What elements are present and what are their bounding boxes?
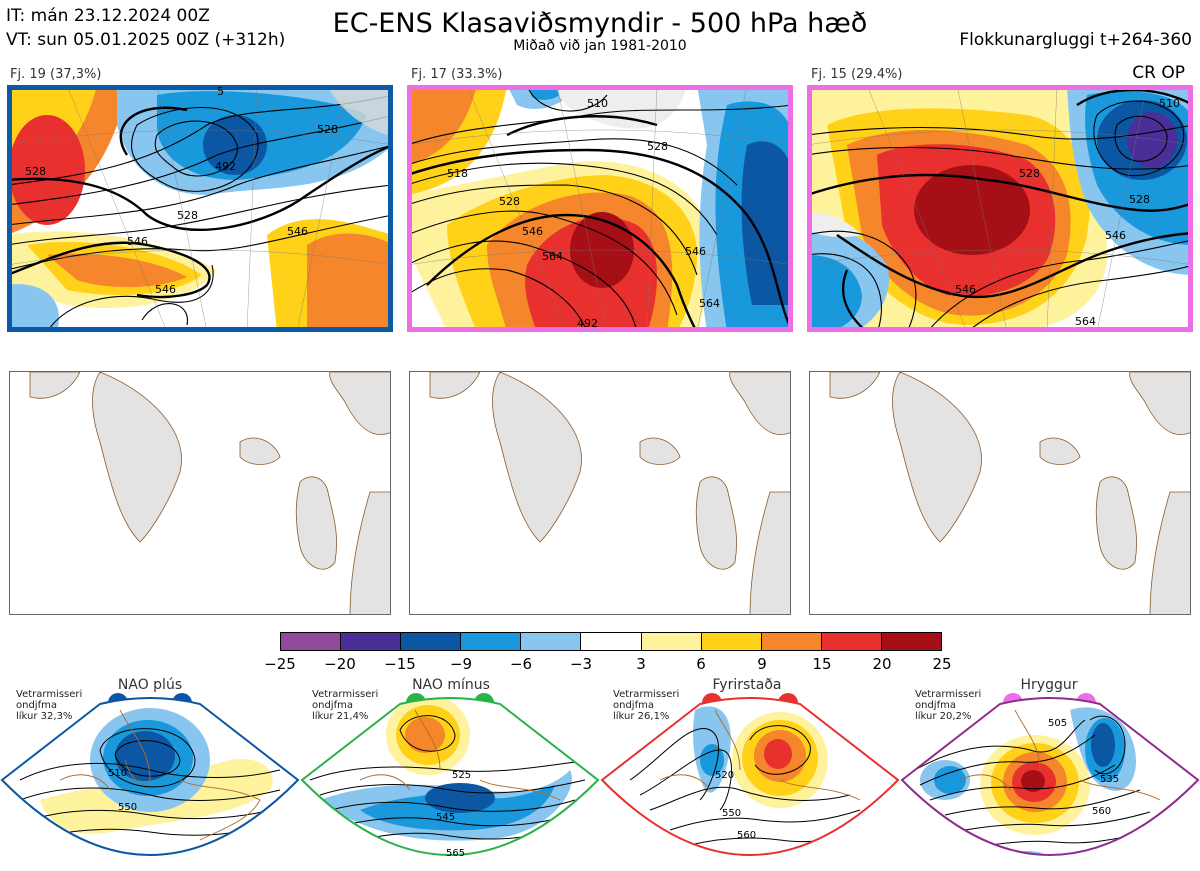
contour-label: 510 xyxy=(108,768,128,779)
cluster-2-map: 510 528 528 546 564 546 564 492 518 xyxy=(407,85,793,332)
contour-label: 545 xyxy=(436,812,456,823)
colorbar-tick: −6 xyxy=(509,655,533,673)
contour-label: 492 xyxy=(577,317,598,330)
colorbar-tick: 20 xyxy=(872,655,892,673)
contour-label: 564 xyxy=(699,297,720,310)
contour-label: 528 xyxy=(1019,167,1040,180)
colorbar-tick: 9 xyxy=(757,655,767,673)
contour-label: 518 xyxy=(447,167,468,180)
regime-stat-line: Vetrarmisseri xyxy=(312,689,379,700)
contour-label: 528 xyxy=(1129,193,1150,206)
contour-label: 528 xyxy=(499,195,520,208)
colorbar-tick: −15 xyxy=(384,655,416,673)
classification-window: Flokkunargluggi t+264-360 xyxy=(959,30,1192,50)
cluster-1-label: Fj. 19 (37,3%) xyxy=(10,67,102,82)
contour-label: 535 xyxy=(1100,774,1120,785)
regime-4-map: 505 535 560 xyxy=(900,690,1200,871)
cluster-1-map: 528 546 546 528 492 528 546 5 xyxy=(7,85,393,332)
contour-label: 546 xyxy=(155,283,176,296)
valid-time: VT: sun 05.01.2025 00Z (+312h) xyxy=(6,30,286,50)
contour-label: 5 xyxy=(217,85,224,98)
anomaly-colorbar xyxy=(280,632,942,651)
contour-label: 546 xyxy=(685,245,706,258)
control-run-label: CR OP xyxy=(1132,63,1185,83)
contour-label: 528 xyxy=(25,165,46,178)
contour-label: 525 xyxy=(452,770,472,781)
colorbar-tick: −25 xyxy=(264,655,296,673)
contour-label: 510 xyxy=(1159,97,1180,110)
regime-stat-line: Vetrarmisseri xyxy=(16,689,83,700)
contour-label: 510 xyxy=(587,97,608,110)
contour-label: 492 xyxy=(215,160,236,173)
colorbar-swatch xyxy=(581,633,642,650)
colorbar-swatch xyxy=(461,633,522,650)
contour-label: 550 xyxy=(722,808,742,819)
colorbar-tick: −9 xyxy=(449,655,473,673)
regime-stat-line: Vetrarmisseri xyxy=(915,689,982,700)
regime-stat-line: ondjfma xyxy=(915,700,956,711)
colorbar-tick: 3 xyxy=(636,655,646,673)
colorbar-swatch xyxy=(881,633,942,650)
colorbar-swatch xyxy=(401,633,462,650)
contour-label: 560 xyxy=(1092,806,1112,817)
contour-label: 546 xyxy=(1105,229,1126,242)
contour-label: 550 xyxy=(118,802,138,813)
colorbar-swatch xyxy=(281,633,342,650)
contour-label: 528 xyxy=(317,123,338,136)
regime-2-map: 525 545 565 xyxy=(300,690,600,871)
regime-stat-line: ondjfma xyxy=(312,700,353,711)
colorbar-tick: 15 xyxy=(812,655,832,673)
regime-stat-line: líkur 32,3% xyxy=(16,711,73,722)
colorbar-tick: −3 xyxy=(569,655,593,673)
colorbar-tick: 25 xyxy=(932,655,952,673)
regime-stat-line: ondjfma xyxy=(613,700,654,711)
contour-label: 528 xyxy=(647,140,668,153)
colorbar-swatch xyxy=(521,633,582,650)
contour-label: 528 xyxy=(177,209,198,222)
regime-3-title: Fyrirstaða xyxy=(712,677,782,693)
contour-label: 546 xyxy=(287,225,308,238)
regime-1-stat: Vetrarmisseri ondjfma líkur 32,3% xyxy=(16,689,82,722)
regime-4-stat: Vetrarmisseri ondjfma líkur 20,2% xyxy=(915,689,981,722)
colorbar-swatch xyxy=(821,633,882,650)
page-title: EC-ENS Klasaviðsmyndir - 500 hPa hæð xyxy=(332,8,868,39)
regime-stat-line: Vetrarmisseri xyxy=(613,689,680,700)
regime-stat-line: ondjfma xyxy=(16,700,57,711)
regime-1-title: NAO plús xyxy=(117,677,183,693)
contour-label: 564 xyxy=(542,250,563,263)
contour-label: 560 xyxy=(737,830,757,841)
cluster-3-map: 528 546 546 528 510 564 xyxy=(807,85,1193,332)
regime-3-stat: Vetrarmisseri ondjfma líkur 26,1% xyxy=(613,689,679,722)
regime-stat-line: líkur 26,1% xyxy=(613,711,670,722)
blank-map-2 xyxy=(409,371,791,615)
blank-map-1 xyxy=(9,371,391,615)
colorbar-swatch xyxy=(341,633,402,650)
colorbar-tick: −20 xyxy=(324,655,356,673)
contour-label: 520 xyxy=(715,770,735,781)
contour-label: 546 xyxy=(127,235,148,248)
regime-2-title: NAO mínus xyxy=(412,677,490,693)
colorbar-tick: 6 xyxy=(696,655,706,673)
contour-label: 505 xyxy=(1048,718,1068,729)
contour-label: 546 xyxy=(522,225,543,238)
contour-label: 564 xyxy=(1075,315,1096,328)
contour-label: 546 xyxy=(955,283,976,296)
cluster-2-label: Fj. 17 (33.3%) xyxy=(411,67,503,82)
regime-2-stat: Vetrarmisseri ondjfma líkur 21,4% xyxy=(312,689,378,722)
initial-time: IT: mán 23.12.2024 00Z xyxy=(6,6,210,26)
regime-4-title: Hryggur xyxy=(1020,677,1078,693)
contour-label: 565 xyxy=(446,848,466,859)
colorbar-swatch xyxy=(641,633,702,650)
colorbar-swatch xyxy=(761,633,822,650)
regime-stat-line: líkur 21,4% xyxy=(312,711,369,722)
cluster-3-label: Fj. 15 (29.4%) xyxy=(811,67,903,82)
regime-3-map: 520 550 560 xyxy=(600,690,900,871)
page-subtitle: Miðað við jan 1981-2010 xyxy=(513,38,687,54)
blank-map-3 xyxy=(809,371,1191,615)
regime-1-map: 510 550 xyxy=(0,690,300,871)
colorbar-swatch xyxy=(701,633,762,650)
regime-stat-line: líkur 20,2% xyxy=(915,711,972,722)
